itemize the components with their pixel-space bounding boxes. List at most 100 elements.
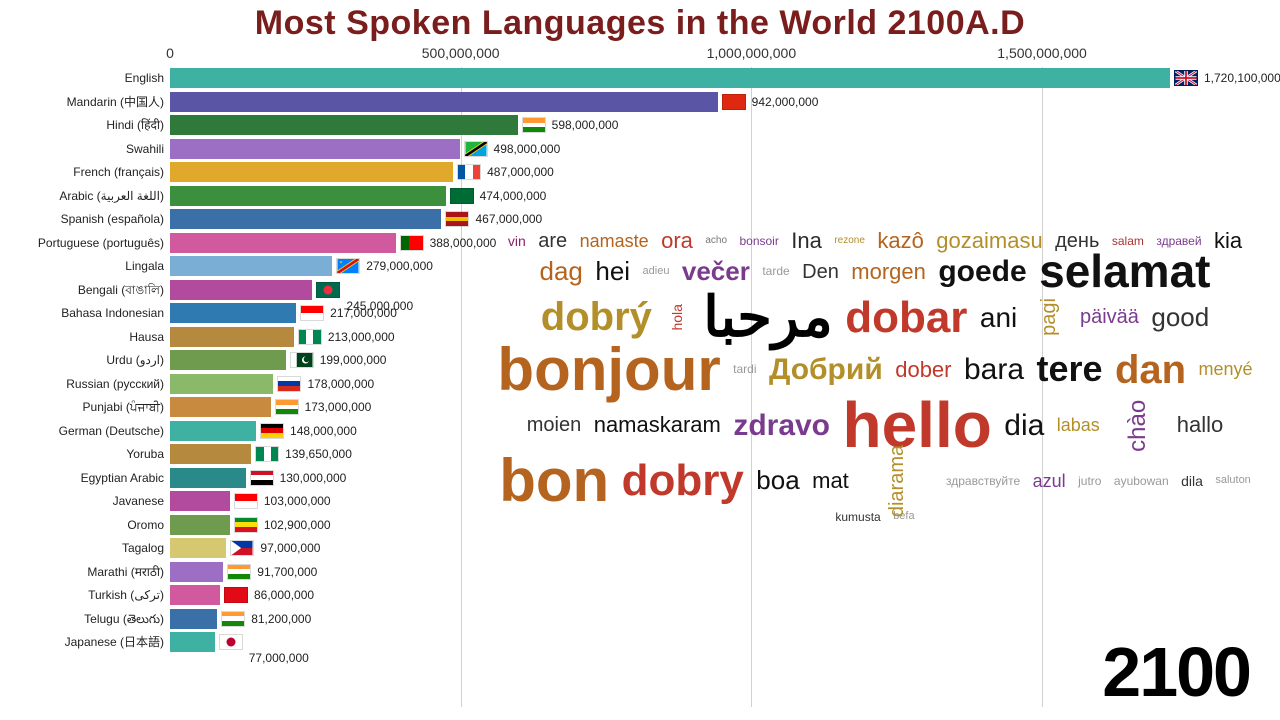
bar-row: Hindi (हिंदी)598,000,000 [170,114,1250,136]
bar [170,515,230,535]
row-value: 942,000,000 [752,91,819,113]
bar [170,632,215,652]
flag-icon [450,188,474,204]
row-value: 474,000,000 [480,185,547,207]
cloud-word: dia [1004,412,1044,439]
cloud-word: tarde [762,266,789,277]
flag-icon [316,282,340,298]
chart-title: Most Spoken Languages in the World 2100A… [0,0,1280,43]
cloud-word: здравствуйте [946,476,1020,487]
flag-icon [457,164,481,180]
word-cloud: vin are namaste ora acho bonsoir Ina rez… [480,225,1270,605]
bar [170,538,226,558]
row-label: Turkish (تركى) [88,584,170,606]
cloud-word: morgen [851,262,926,282]
flag-icon [722,94,746,110]
bar [170,303,296,323]
flag-icon [221,611,245,627]
row-value: 199,000,000 [320,349,387,371]
row-value: 91,700,000 [257,561,317,583]
x-axis: 0500,000,0001,000,000,0001,500,000,000 [170,45,1250,67]
year-label: 2100 [1102,632,1250,712]
cloud-word: menyé [1199,361,1253,377]
row-label: Hindi (हिंदी) [106,114,170,136]
row-label: Hausa [129,326,170,348]
bar [170,350,286,370]
row-label: Spanish (española) [61,208,170,230]
cloud-word: vin [508,235,526,248]
cloud-word: Ina [791,231,822,251]
row-value: 1,720,100,000 [1204,67,1280,89]
cloud-word: hei [595,260,630,283]
cloud-word: mat [812,471,849,491]
row-value: 217,000,000 [330,302,397,324]
cloud-word: kia [1214,231,1242,251]
row-label: Bengali (বাঙালি) [78,279,170,301]
cloud-word: dobrý [541,299,652,335]
bar [170,256,332,276]
cloud-word: acho [705,236,727,245]
bar [170,374,273,394]
cloud-word: večer [682,260,750,283]
cloud-word: ora [661,231,693,251]
bar-row: Japanese (日本語)77,000,000 [170,631,1250,653]
bar [170,468,246,488]
row-label: Punjabi (ਪੰਜਾਬੀ) [83,396,170,418]
bar [170,327,294,347]
cloud-word: kazô [877,231,923,251]
row-value: 148,000,000 [290,420,357,442]
row-value: 279,000,000 [366,255,433,277]
cloud-word: dan [1115,352,1186,388]
row-label: Egyptian Arabic [81,467,170,489]
row-label: French (français) [73,161,170,183]
row-label: German (Deutsche) [59,420,170,442]
bar [170,233,396,253]
bar-row: Telugu (తెలుగు)81,200,000 [170,608,1250,630]
flag-icon [445,211,469,227]
flag-icon [336,258,360,274]
cloud-word: hello [842,397,991,455]
row-label: Mandarin (中国人) [67,91,170,113]
cloud-word: diarama [888,445,906,517]
row-label: Urdu (اردو) [106,349,170,371]
cloud-word: ayubowan [1114,476,1169,487]
row-value: 139,650,000 [285,443,352,465]
cloud-word: tere [1036,353,1102,385]
row-value: 498,000,000 [494,138,561,160]
cloud-word: Den [802,263,839,281]
axis-tick-label: 0 [166,45,174,61]
cloud-word: bonsoir [739,236,778,247]
flag-icon [298,329,322,345]
cloud-word: Добрий [769,356,883,383]
cloud-word: dag [540,260,583,283]
bar [170,186,446,206]
bar [170,609,217,629]
flag-icon [255,446,279,462]
cloud-word: مرحبا [703,292,832,342]
bar-row: French (français)487,000,000 [170,161,1250,183]
axis-tick-label: 1,000,000,000 [707,45,797,61]
bar [170,491,230,511]
bar-row: Mandarin (中国人)942,000,000 [170,91,1250,113]
bar [170,139,460,159]
cloud-word: boa [756,469,799,492]
flag-icon [400,235,424,251]
row-value: 178,000,000 [307,373,374,395]
row-label: Yoruba [126,443,170,465]
cloud-word: namaskaram [594,415,721,435]
row-value: 598,000,000 [552,114,619,136]
axis-tick-label: 500,000,000 [422,45,500,61]
cloud-word: moien [527,416,581,434]
bar-row: Swahili498,000,000 [170,138,1250,160]
flag-icon [230,540,254,556]
cloud-word: bonjour [497,343,720,397]
cloud-word: rezone [834,236,865,245]
cloud-word: namaste [580,233,649,249]
flag-icon [260,423,284,439]
flag-icon [227,564,251,580]
flag-icon [290,352,314,368]
row-label: Telugu (తెలుగు) [84,608,170,630]
row-value: 213,000,000 [328,326,395,348]
cloud-word: zdravo [733,412,830,439]
cloud-word: are [538,232,567,250]
